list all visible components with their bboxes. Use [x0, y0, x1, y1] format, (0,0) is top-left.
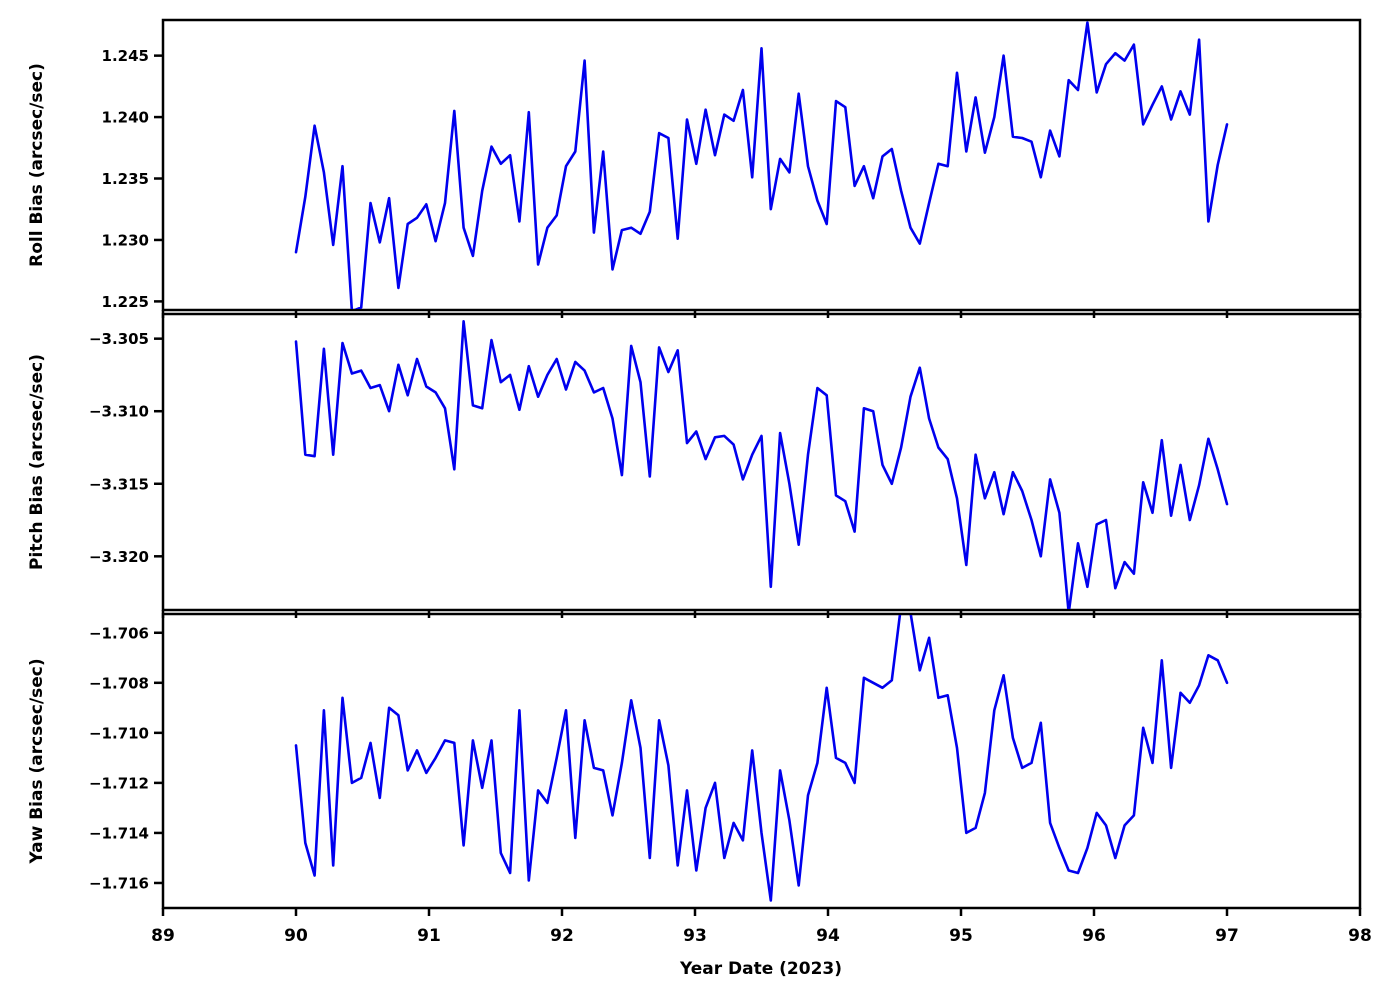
x-tick-label: 92 — [550, 926, 574, 946]
y-tick-label: −3.315 — [89, 475, 149, 493]
y-tick-label: 1.235 — [102, 170, 149, 188]
roll-bias-panel: 1.245 1.240 1.235 1.230 1.225 — [102, 18, 1362, 318]
x-tick-label: 98 — [1348, 926, 1372, 946]
y-tick-label: −1.706 — [89, 624, 149, 642]
y-tick-label: 1.225 — [102, 293, 149, 311]
x-tick-label: 90 — [284, 926, 308, 946]
y-tick-label: −3.305 — [89, 330, 149, 348]
panel-border — [161, 612, 1362, 910]
y-tick-label: −1.708 — [89, 674, 149, 692]
x-tick-label: 96 — [1082, 926, 1106, 946]
pitch-y-axis-label: Pitch Bias (arcsec/sec) — [27, 354, 47, 570]
x-tick-label: 91 — [417, 926, 441, 946]
y-tick-label: −1.712 — [89, 774, 149, 792]
panel-border — [161, 18, 1362, 312]
yaw-bias-panel: −1.706 −1.708 −1.710 −1.712 −1.714 −1.716 — [89, 612, 1362, 916]
y-tick-label: −1.716 — [89, 874, 149, 892]
pitch-bias-panel: −3.305 −3.310 −3.315 −3.320 — [89, 312, 1362, 618]
pitch-series-line — [294, 319, 1229, 609]
y-tick-label: 1.230 — [102, 231, 149, 249]
x-tick-label: 94 — [816, 926, 840, 946]
y-tick-label: 1.245 — [102, 47, 149, 65]
x-axis: 89 90 91 92 93 94 95 96 97 98 — [151, 926, 1372, 946]
y-tick-label: −3.320 — [89, 548, 149, 566]
y-tick-label: −1.714 — [89, 824, 149, 842]
x-tick-label: 93 — [683, 926, 707, 946]
x-tick-label: 95 — [949, 926, 973, 946]
roll-series-line — [294, 21, 1229, 309]
yaw-y-axis-label: Yaw Bias (arcsec/sec) — [27, 658, 47, 864]
y-tick-label: −3.310 — [89, 403, 149, 421]
yaw-series-line — [294, 615, 1229, 902]
y-tick-label: −1.710 — [89, 724, 149, 742]
x-axis-label: Year Date (2023) — [679, 959, 842, 979]
x-tick-label: 89 — [151, 926, 175, 946]
panel-border — [161, 312, 1362, 612]
x-tick-label: 97 — [1215, 926, 1239, 946]
roll-y-axis-label: Roll Bias (arcsec/sec) — [27, 63, 47, 267]
y-tick-label: 1.240 — [102, 109, 149, 127]
